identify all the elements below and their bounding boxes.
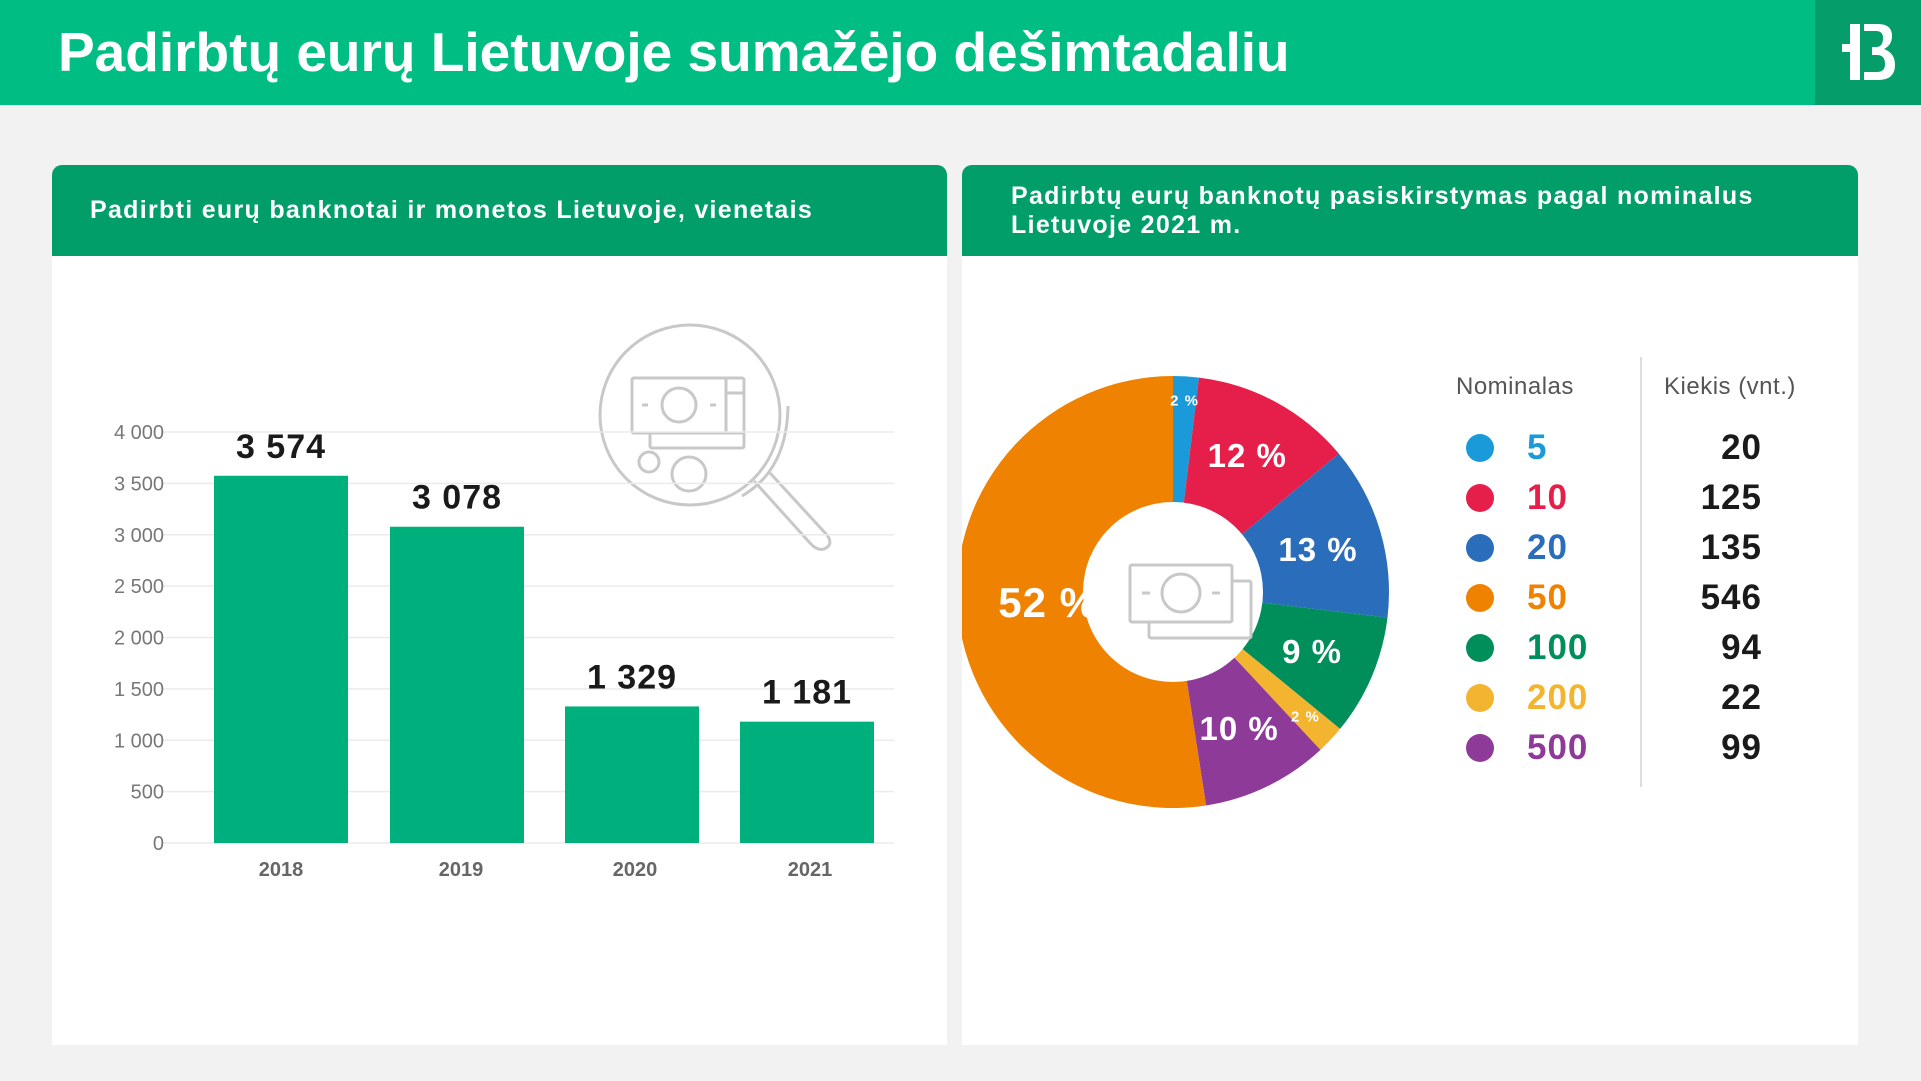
bar-value-label: 1 329 — [587, 658, 677, 696]
legend-row-100: 100 94 — [962, 623, 1858, 673]
slice-label-20: 13 % — [1278, 531, 1357, 568]
x-tick-label: 2019 — [439, 859, 484, 881]
pie-chart-title: Padirbtų eurų banknotų pasiskirstymas pa… — [962, 165, 1858, 256]
legend-nominal: 10 — [1527, 478, 1568, 517]
slice-label-10: 12 % — [1208, 437, 1287, 474]
slice-label-200: 2 % — [1291, 708, 1320, 725]
page-title: Padirbtų eurų Lietuvoje sumažėjo dešimta… — [58, 21, 1290, 83]
y-tick-label: 2 000 — [114, 628, 164, 650]
y-tick-label: 4 000 — [114, 422, 164, 444]
legend-swatch — [1466, 434, 1494, 462]
bar-2020 — [565, 706, 699, 843]
legend-swatch — [1466, 684, 1494, 712]
bar-2018 — [214, 475, 348, 843]
legend-quantity: 546 — [1700, 578, 1762, 617]
legend-quantity: 94 — [1721, 628, 1762, 667]
y-tick-label: 1 500 — [114, 679, 164, 701]
legend-nominal: 20 — [1527, 528, 1568, 567]
legend-swatch — [1466, 584, 1494, 612]
legend-nominal: 5 — [1527, 428, 1548, 467]
legend-swatch — [1466, 634, 1494, 662]
slice-label-5: 2 % — [1170, 393, 1199, 410]
y-tick-label: 500 — [131, 782, 164, 804]
lb-logo-icon — [1842, 24, 1895, 80]
legend-quantity: 20 — [1721, 428, 1762, 467]
legend-row-200: 200 22 — [962, 673, 1858, 723]
legend-quantity: 99 — [1721, 728, 1762, 767]
bar-2019 — [390, 526, 524, 843]
legend-row-10: 10 125 — [962, 473, 1858, 523]
slice-label-100: 9 % — [1282, 633, 1342, 670]
legend-swatch — [1466, 534, 1494, 562]
y-tick-label: 3 000 — [114, 525, 164, 547]
x-tick-label: 2018 — [259, 859, 304, 881]
bar-value-label: 3 574 — [236, 428, 326, 466]
y-tick-label: 0 — [153, 833, 164, 855]
logo-container — [1815, 0, 1921, 105]
pie-chart-panel: Padirbtų eurų banknotų pasiskirstymas pa… — [962, 165, 1858, 1045]
legend-nominal: 200 — [1527, 678, 1589, 717]
top-banner: Padirbtų eurų Lietuvoje sumažėjo dešimta… — [0, 0, 1921, 105]
legend-row-5: 5 20 — [962, 423, 1858, 473]
x-tick-label: 2021 — [788, 859, 833, 881]
slice-label-500: 10 % — [1200, 710, 1279, 747]
legend-swatch — [1466, 484, 1494, 512]
banknote-icon — [1128, 563, 1253, 640]
slice-label-50: 52 % — [998, 579, 1098, 626]
y-tick-label: 3 500 — [114, 473, 164, 495]
legend-row-50: 50 546 — [962, 573, 1858, 623]
legend-divider — [1640, 357, 1642, 787]
legend-quantity: 135 — [1700, 528, 1762, 567]
legend-row-20: 20 135 — [962, 523, 1858, 573]
bar-value-label: 3 078 — [412, 479, 502, 517]
legend-nominal: 50 — [1527, 578, 1568, 617]
legend-nominal: 500 — [1527, 728, 1589, 767]
y-tick-label: 2 500 — [114, 576, 164, 598]
bar-chart-title: Padirbti eurų banknotai ir monetos Lietu… — [52, 165, 947, 256]
legend-nominal: 100 — [1527, 628, 1589, 667]
y-tick-label: 1 000 — [114, 730, 164, 752]
legend-quantity: 125 — [1700, 478, 1762, 517]
legend-quantity: 22 — [1721, 678, 1762, 717]
legend-quantity-header: Kiekis (vnt.) — [1664, 373, 1796, 400]
legend-nominal-header: Nominalas — [1456, 373, 1574, 400]
magnifier-banknote-icon — [598, 323, 832, 551]
donut-chart: 2 % 12 % 13 % 9 % 2 % 10 % 52 % — [962, 376, 1389, 808]
legend-row-500: 500 99 — [962, 723, 1858, 773]
x-tick-label: 2020 — [613, 859, 658, 881]
bar-2021 — [740, 721, 874, 843]
legend-swatch — [1466, 734, 1494, 762]
bar-value-label: 1 181 — [762, 674, 852, 712]
bar-chart-panel: Padirbti eurų banknotai ir monetos Lietu… — [52, 165, 947, 1045]
